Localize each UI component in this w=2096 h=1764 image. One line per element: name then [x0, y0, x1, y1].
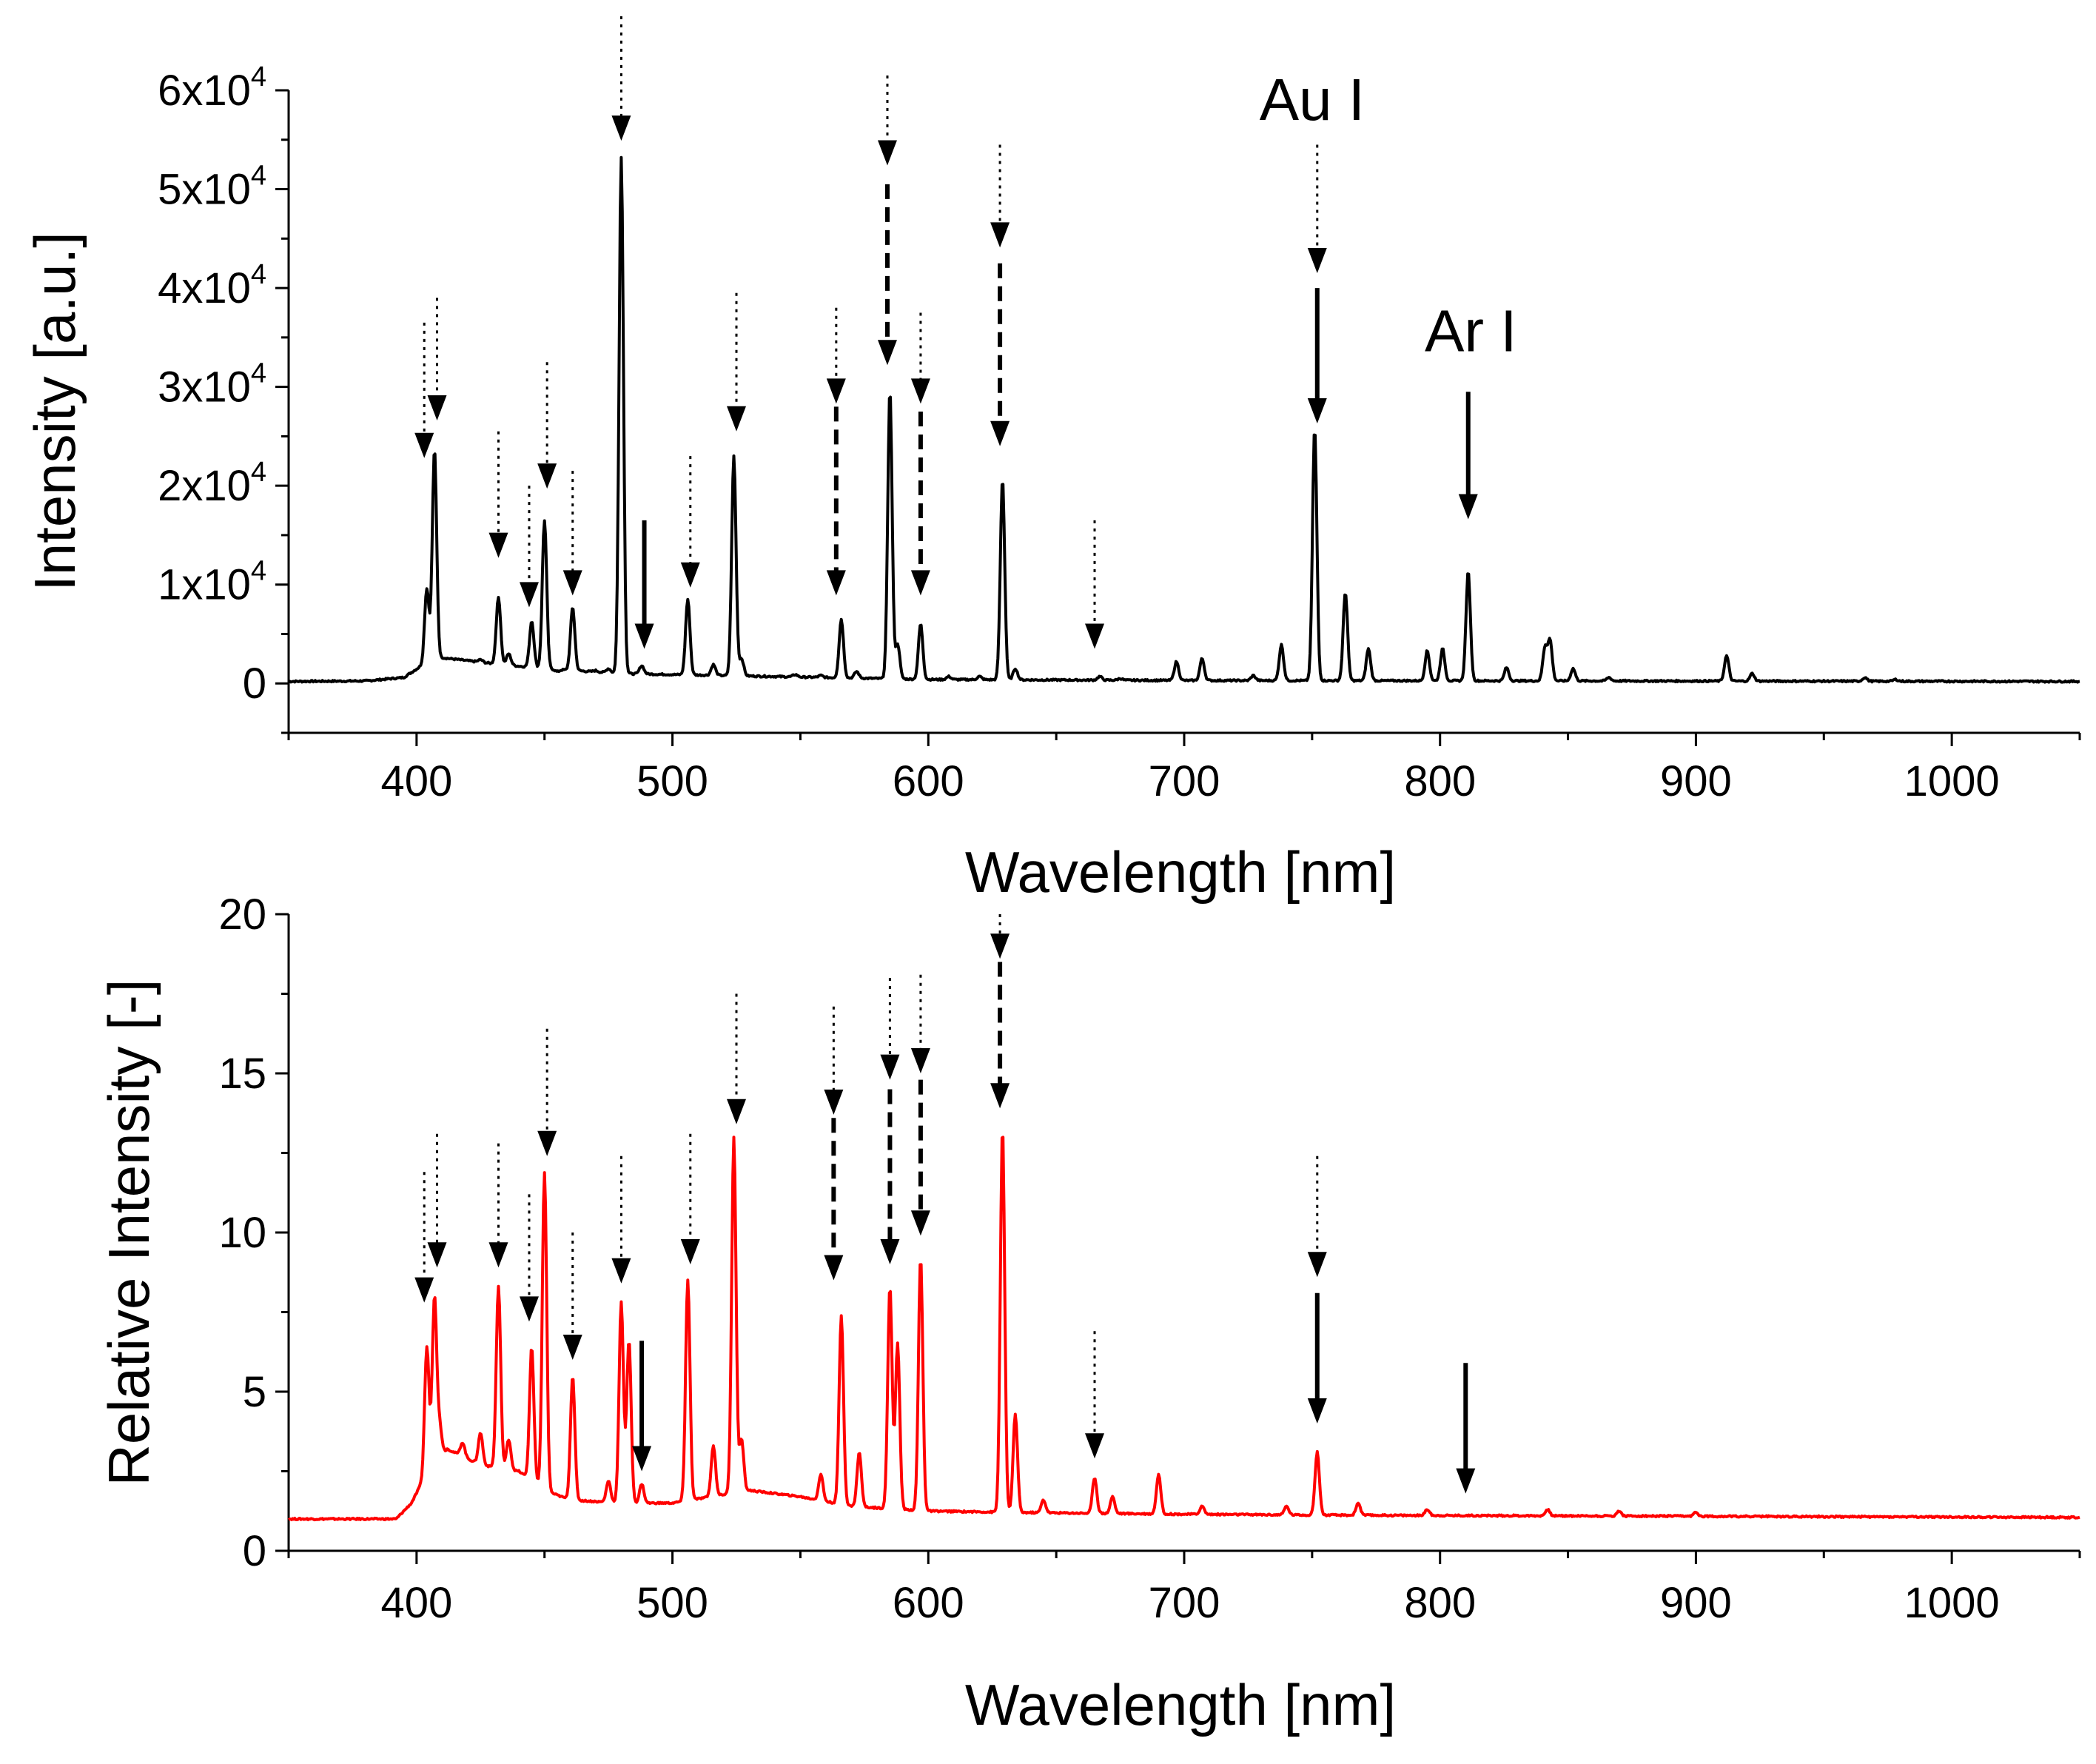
arrow-solid-head	[1458, 494, 1478, 520]
intensity-chart: 400 500 600 700 800 900 1000 0 1x104 2x104 3x104 4x…	[22, 16, 2081, 905]
y-tick-label: 5x104	[158, 161, 266, 214]
arrow-dotted-head	[519, 582, 539, 608]
y-axis-title: Intensity [a.u.]	[22, 232, 87, 591]
arrow-solid-head	[1307, 398, 1327, 424]
arrow-solid-head	[1307, 1398, 1327, 1423]
arrow-dashed-head	[910, 570, 930, 596]
x-tick-label: 800	[1404, 1579, 1476, 1627]
y-tick-exponent: 4	[251, 259, 266, 290]
arrow-dotted-head	[562, 570, 582, 596]
arrow-dashed-head	[990, 420, 1010, 446]
y-tick-exponent: 4	[251, 358, 266, 389]
arrow-dotted-head	[1085, 1433, 1104, 1459]
arrow-dotted-head	[611, 1258, 631, 1284]
x-axis-title: Wavelength [nm]	[965, 1672, 1396, 1737]
arrow-dotted-head	[537, 463, 557, 489]
y-tick-label: 2x104	[158, 457, 266, 510]
spectrum-line	[288, 155, 2080, 684]
x-tick-label: 400	[380, 1579, 452, 1627]
relative-intensity-chart: 400 500 600 700 800 900 1000 0 5 10 15 20 Wavelength…	[96, 891, 2081, 1737]
arrow-dashed-head	[910, 1210, 930, 1236]
y-axis-title: Relative Intensity [-]	[96, 979, 161, 1486]
arrow-dotted-head	[680, 562, 700, 588]
y-tick-label: 15	[218, 1050, 266, 1098]
x-tick-label: 400	[380, 757, 452, 805]
arrow-dotted-head	[562, 1335, 582, 1360]
arrow-dotted-head	[1307, 1252, 1327, 1278]
y-tick-exponent: 4	[251, 61, 266, 93]
annotation-label: Au I	[1260, 67, 1365, 133]
arrow-dashed-head	[880, 1239, 900, 1264]
arrow-dotted-head	[427, 395, 447, 421]
x-tick-label: 500	[636, 757, 708, 805]
arrow-dashed-head	[824, 1255, 844, 1281]
y-tick-label: 1x104	[158, 556, 266, 609]
arrow-dashed-head	[990, 1083, 1010, 1109]
x-tick-label: 600	[893, 757, 964, 805]
y-tick-label: 6x104	[158, 61, 266, 115]
arrow-dotted-head	[824, 1089, 844, 1115]
arrow-dotted-head	[990, 933, 1010, 959]
x-tick-label: 900	[1660, 757, 1732, 805]
arrow-dotted-head	[1307, 248, 1327, 274]
x-tick-label: 1000	[1904, 757, 2000, 805]
arrow-dashed-head	[826, 570, 846, 596]
arrow-dotted-head	[877, 140, 897, 166]
spectrum-line	[287, 1136, 2080, 1522]
y-tick-exponent: 4	[251, 556, 266, 587]
y-tick-label: 0	[243, 1527, 266, 1575]
x-tick-label: 800	[1404, 757, 1476, 805]
arrow-dotted-head	[519, 1296, 539, 1322]
y-tick-label: 5	[243, 1368, 266, 1416]
arrow-dotted-head	[727, 406, 746, 432]
arrow-solid-head	[634, 623, 654, 649]
arrow-dotted-head	[826, 378, 846, 404]
y-tick-exponent: 4	[251, 161, 266, 192]
arrow-dotted-head	[414, 1277, 434, 1303]
arrow-dotted-head	[910, 378, 930, 404]
arrow-dotted-head	[427, 1242, 447, 1268]
x-tick-label: 700	[1149, 757, 1220, 805]
arrow-dotted-head	[727, 1099, 746, 1124]
arrow-dashed-head	[877, 340, 897, 366]
y-tick-label: 20	[218, 891, 266, 939]
arrow-dotted-head	[1085, 623, 1104, 649]
arrow-dotted-head	[680, 1239, 700, 1264]
annotation-label: Ar I	[1425, 298, 1516, 364]
arrow-dotted-head	[910, 1048, 930, 1073]
arrow-dotted-head	[537, 1130, 557, 1156]
y-tick-label: 10	[218, 1209, 266, 1257]
arrow-solid-head	[1456, 1468, 1476, 1494]
x-tick-label: 1000	[1904, 1579, 2000, 1627]
x-tick-label: 900	[1660, 1579, 1732, 1627]
arrow-dotted-head	[880, 1054, 900, 1080]
arrow-solid-head	[632, 1446, 652, 1472]
y-tick-label: 3x104	[158, 358, 266, 412]
x-tick-label: 600	[893, 1579, 964, 1627]
y-tick-label: 0	[243, 660, 266, 708]
arrow-dotted-head	[414, 432, 434, 458]
y-tick-exponent: 4	[251, 457, 266, 488]
arrow-dotted-head	[488, 532, 508, 558]
arrow-dotted-head	[611, 115, 631, 141]
arrow-dotted-head	[990, 222, 1010, 248]
x-tick-label: 700	[1149, 1579, 1220, 1627]
x-tick-label: 500	[636, 1579, 708, 1627]
x-axis-title: Wavelength [nm]	[965, 839, 1396, 905]
y-tick-label: 4x104	[158, 259, 266, 312]
arrow-dotted-head	[488, 1242, 508, 1268]
